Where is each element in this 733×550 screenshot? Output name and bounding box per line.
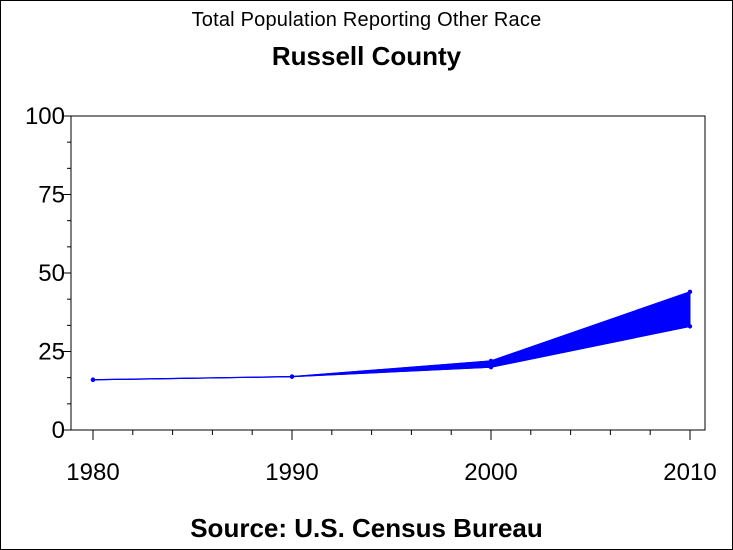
y-tick-label: 75 [38, 182, 65, 209]
series-band [92, 291, 691, 381]
y-tick-label: 50 [38, 260, 65, 287]
series-layer [90, 289, 693, 382]
y-axis: 0 25 50 75 100 [25, 103, 71, 444]
chart-title: Total Population Reporting Other Race [191, 9, 542, 31]
x-tick-label: 2000 [464, 459, 517, 486]
data-point-upper [488, 358, 494, 364]
y-tick-label: 25 [38, 339, 65, 366]
x-tick-label: 2010 [663, 459, 716, 486]
chart-subtitle: Russell County [271, 41, 462, 71]
plot-area-border [70, 115, 706, 431]
data-point-lower [90, 377, 96, 382]
data-point-lower [687, 324, 693, 329]
data-point-upper [687, 289, 693, 295]
chart-source: Source: U.S. Census Bureau [190, 513, 543, 543]
data-point-lower [488, 365, 494, 370]
x-axis: 1980 1990 2000 2010 [66, 430, 717, 486]
x-tick-label: 1990 [265, 459, 318, 486]
data-point-lower [289, 374, 295, 379]
y-tick-label: 0 [52, 417, 65, 444]
series-lower-line [92, 325, 691, 381]
y-tick-label: 100 [25, 103, 65, 130]
x-tick-label: 1980 [66, 459, 119, 486]
